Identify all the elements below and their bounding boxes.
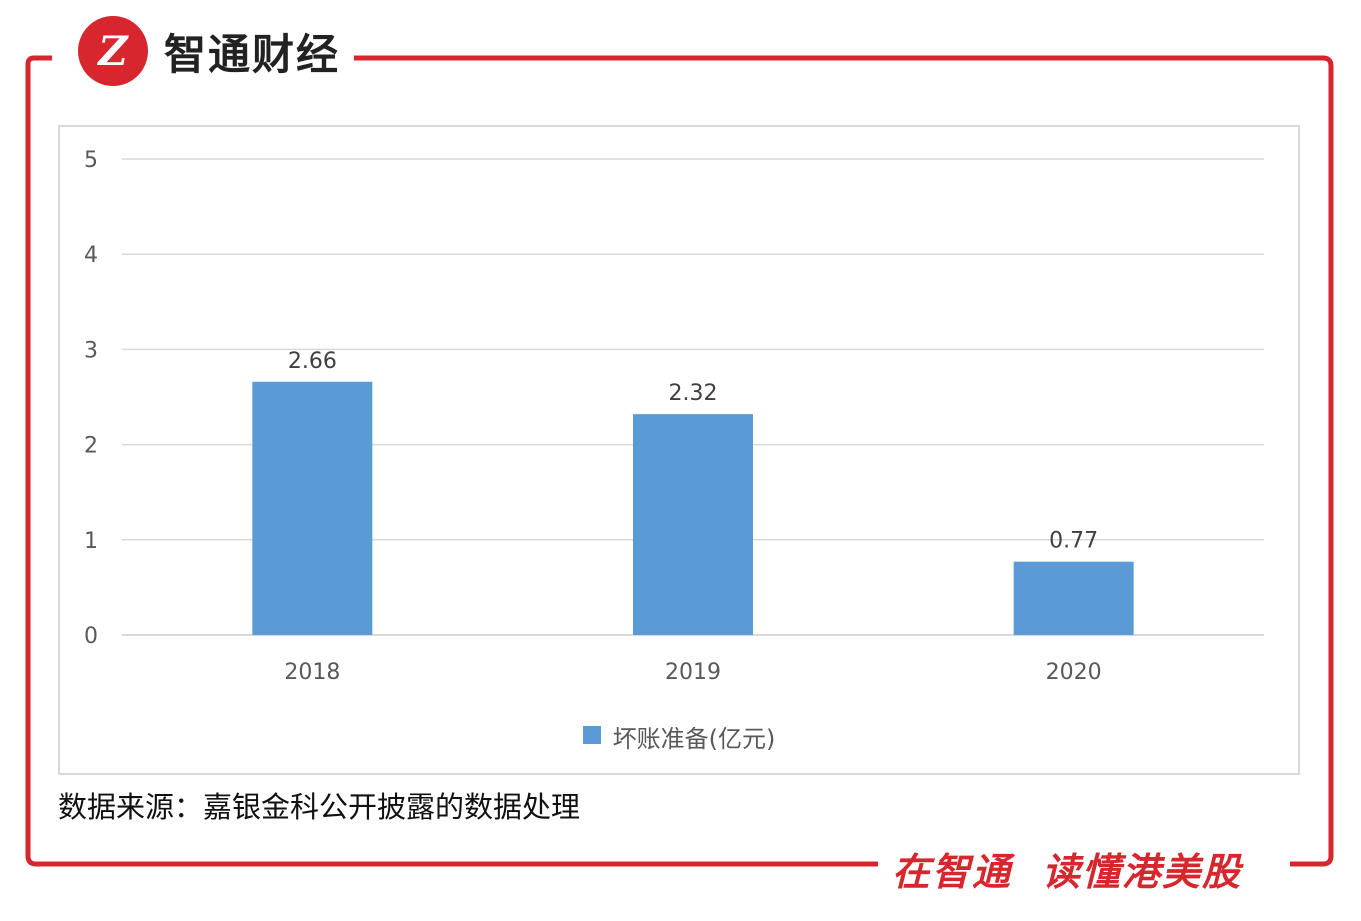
data-label: 2.32	[669, 381, 718, 406]
logo-icon: Z	[78, 16, 148, 86]
bar-chart: 0 1 2 3 4 5 2.66 2018 2.32 2019 0.77 2020	[84, 148, 1264, 685]
data-label: 0.77	[1049, 529, 1098, 554]
data-label: 2.66	[288, 349, 337, 374]
y-tick-label: 4	[84, 243, 98, 268]
bar-2020	[1013, 561, 1134, 635]
bar-2018	[252, 381, 373, 635]
brand-name: 智通财经	[164, 29, 341, 79]
x-tick-label: 2019	[665, 660, 721, 685]
legend-label: 坏账准备(亿元)	[612, 725, 776, 753]
x-tick-label: 2020	[1046, 660, 1102, 685]
slogan-part-1: 在智通	[892, 849, 1013, 894]
brand-header: Z 智通财经	[78, 10, 355, 92]
chart-container: 0 1 2 3 4 5 2.66 2018 2.32 2019 0.77 2020 坏账准备(亿元)	[58, 125, 1300, 775]
legend-swatch-icon	[582, 725, 601, 744]
source-note: 数据来源：嘉银金科公开披露的数据处理	[58, 790, 581, 824]
chart-legend: 坏账准备(亿元)	[60, 719, 1298, 754]
y-tick-label: 5	[84, 148, 98, 173]
slogan-part-2: 读懂港美股	[1042, 849, 1243, 894]
x-tick-label: 2018	[284, 660, 340, 685]
bar-2019	[633, 414, 753, 635]
y-tick-label: 0	[84, 624, 98, 649]
y-tick-label: 1	[84, 529, 98, 554]
y-tick-label: 3	[84, 338, 98, 363]
brand-slogan: 在智通 读懂港美股	[878, 840, 1257, 896]
y-tick-label: 2	[84, 434, 98, 459]
